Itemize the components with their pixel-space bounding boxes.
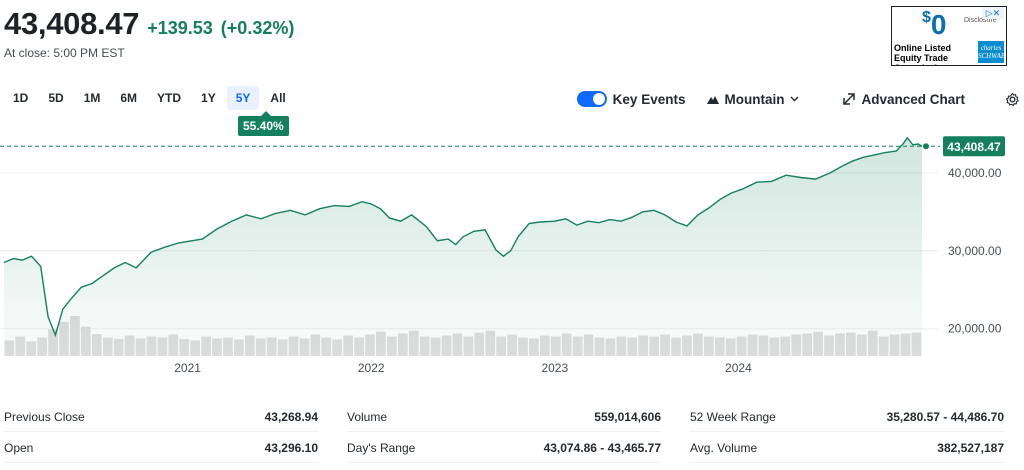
advertisement[interactable]: $0 Disclosure ▷✕ Online Listed Equity Tr…	[891, 6, 1007, 66]
stat-row: 52 Week Range 35,280.57 - 44,486.70	[690, 402, 1004, 432]
stat-divider	[690, 431, 1004, 432]
chevron-down-icon	[790, 96, 799, 102]
range-button-5y[interactable]: 5Y	[226, 86, 260, 110]
advanced-chart-label: Advanced Chart	[861, 91, 965, 107]
range-button-all[interactable]: All	[270, 91, 286, 105]
key-events-toggle[interactable]: Key Events	[576, 91, 686, 107]
last-price-dot	[923, 143, 929, 150]
stat-row: Avg. Volume 382,527,187	[690, 433, 1004, 463]
stat-row: Day's Range 43,074.86 - 43,465.77	[347, 433, 661, 463]
x-tick-label: 2022	[358, 361, 385, 375]
price-change-percent: (+0.32%)	[220, 18, 295, 38]
x-tick-label: 2023	[541, 361, 568, 375]
range-button-ytd[interactable]: YTD	[157, 91, 182, 105]
price-change: +139.53	[147, 18, 213, 38]
stat-row: Open 43,296.10	[4, 433, 318, 463]
last-price-text: 43,408.47	[947, 140, 1001, 154]
ad-text: Online Listed Equity Trade Commissions.	[894, 43, 956, 65]
y-tick-label: 20,000.00	[948, 322, 1002, 336]
quote-header: 43,408.47 +139.53 (+0.32%) At close: 5:0…	[4, 6, 704, 62]
y-axis: 20,000.00 30,000.00 40,000.00	[948, 166, 1002, 336]
range-button-1m[interactable]: 1M	[83, 91, 101, 105]
stat-divider	[4, 462, 318, 463]
x-tick-label: 2021	[174, 361, 201, 375]
stat-value: 35,280.57 - 44,486.70	[886, 410, 1004, 424]
range-button-6m[interactable]: 6M	[120, 91, 138, 105]
stat-divider	[4, 431, 318, 432]
key-events-label: Key Events	[612, 91, 686, 107]
y-tick-label: 30,000.00	[948, 244, 1002, 258]
stat-value: 43,268.94	[264, 410, 318, 424]
stat-row: Volume 559,014,606	[347, 402, 661, 432]
range-change-tooltip: 55.40%	[238, 111, 289, 136]
price-row: 43,408.47 +139.53 (+0.32%)	[4, 6, 704, 42]
stat-label: Previous Close	[4, 410, 85, 424]
ad-dollar: $	[922, 9, 931, 26]
stat-label: Volume	[347, 410, 388, 424]
toggle-icon[interactable]	[576, 91, 607, 107]
price-chart[interactable]: 20,000.00 30,000.00 40,000.00 2021 2022 2023…	[0, 120, 1024, 382]
price-area	[4, 137, 922, 356]
stat-label: 52 Week Range	[690, 410, 776, 424]
schwab-logo: charles SCHWAB	[978, 41, 1005, 63]
chart-toolbar: 1D 5D 1M 6M YTD 1Y 5Y All 55.40% Key Events Mou…	[4, 86, 1020, 136]
stat-divider	[347, 462, 661, 463]
ad-zero: 0	[930, 9, 947, 40]
stat-label: Avg. Volume	[690, 441, 758, 455]
stat-divider	[690, 462, 1004, 463]
ad-headline: $0	[922, 9, 946, 41]
stat-value: 382,527,187	[937, 441, 1004, 455]
ad-disclosure[interactable]: Disclosure	[964, 17, 997, 24]
stat-divider	[347, 431, 661, 432]
last-price-label: 43,408.47	[943, 136, 1005, 157]
stat-value: 43,296.10	[264, 441, 318, 455]
y-tick-label: 40,000.00	[948, 166, 1002, 180]
mountain-icon	[707, 95, 720, 104]
chart-type-label: Mountain	[724, 91, 785, 107]
range-selector: 1D 5D 1M 6M YTD 1Y 5Y All	[4, 86, 297, 110]
stat-value: 559,014,606	[594, 410, 661, 424]
stat-label: Open	[4, 441, 34, 455]
gear-icon[interactable]	[1005, 92, 1020, 107]
stat-row: Previous Close 43,268.94	[4, 402, 318, 432]
range-button-1d[interactable]: 1D	[13, 91, 29, 105]
stat-value: 43,074.86 - 43,465.77	[543, 441, 661, 455]
x-axis: 2021 2022 2023 2024	[174, 361, 752, 375]
current-price: 43,408.47	[4, 6, 140, 41]
range-button-1y[interactable]: 1Y	[201, 91, 216, 105]
stat-label: Day's Range	[347, 441, 416, 455]
chart-tools: Key Events Mountain Advanced Chart	[576, 86, 1020, 112]
last-price-badge	[943, 136, 1005, 157]
ad-choices-icon[interactable]: ▷✕	[982, 7, 1004, 19]
advanced-chart-button[interactable]: Advanced Chart	[843, 92, 965, 107]
market-status: At close: 5:00 PM EST	[4, 46, 125, 60]
chart-type-dropdown[interactable]: Mountain	[707, 92, 799, 107]
range-button-5d[interactable]: 5D	[48, 91, 64, 105]
expand-icon	[843, 93, 856, 105]
price-line	[3, 136, 923, 338]
x-tick-label: 2024	[725, 361, 752, 375]
